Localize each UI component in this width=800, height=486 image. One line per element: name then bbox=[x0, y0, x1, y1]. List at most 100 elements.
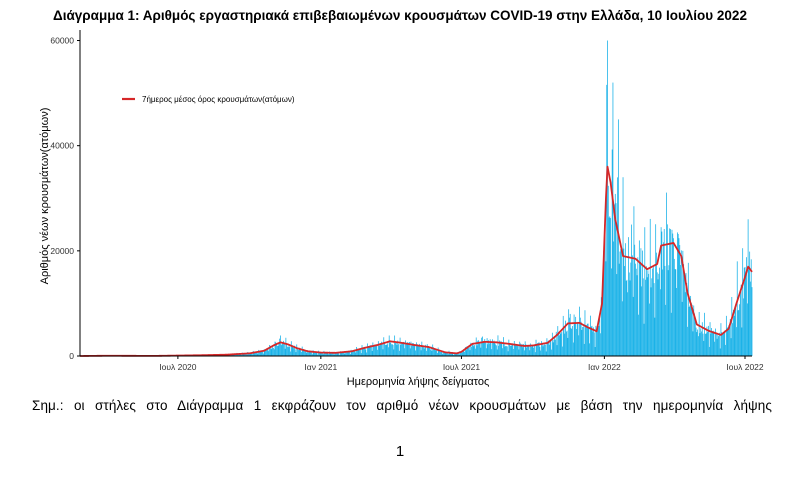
daily-cases-bar bbox=[677, 232, 678, 356]
daily-cases-bar bbox=[510, 345, 511, 356]
daily-cases-bar bbox=[364, 346, 366, 356]
daily-cases-bar bbox=[715, 333, 717, 356]
daily-cases-bar bbox=[711, 327, 712, 356]
daily-cases-bar bbox=[610, 218, 611, 356]
daily-cases-bar bbox=[621, 301, 623, 356]
daily-cases-bar bbox=[322, 354, 324, 356]
daily-cases-bar bbox=[666, 224, 668, 356]
daily-cases-bar bbox=[593, 332, 595, 356]
daily-cases-bar bbox=[574, 323, 576, 356]
daily-cases-bar bbox=[621, 250, 622, 356]
daily-cases-bar bbox=[543, 344, 545, 356]
daily-cases-bar bbox=[243, 353, 245, 356]
daily-cases-bar bbox=[487, 344, 489, 356]
daily-cases-bar bbox=[335, 352, 336, 356]
daily-cases-bar bbox=[291, 345, 293, 356]
daily-cases-bar bbox=[631, 255, 633, 356]
daily-cases-bar bbox=[598, 325, 600, 356]
daily-cases-bar bbox=[333, 354, 335, 356]
daily-cases-bar bbox=[473, 346, 475, 356]
daily-cases-bar bbox=[619, 251, 621, 356]
daily-cases-bar bbox=[505, 345, 507, 356]
daily-cases-bar bbox=[232, 354, 234, 356]
daily-cases-bar bbox=[558, 331, 559, 356]
y-tick-label: 20000 bbox=[50, 246, 74, 256]
daily-cases-bar bbox=[311, 350, 312, 356]
daily-cases-bar bbox=[294, 349, 296, 356]
daily-cases-bar bbox=[360, 353, 362, 356]
daily-cases-bar bbox=[660, 227, 662, 356]
daily-cases-bar bbox=[363, 347, 365, 356]
daily-cases-bar bbox=[459, 351, 461, 356]
daily-cases-bar bbox=[322, 352, 323, 356]
daily-cases-bar bbox=[734, 309, 736, 356]
daily-cases-bar bbox=[470, 342, 472, 356]
daily-cases-bar bbox=[575, 316, 577, 356]
daily-cases-bar bbox=[512, 343, 514, 356]
daily-cases-bar bbox=[409, 348, 411, 356]
daily-cases-bar bbox=[746, 257, 747, 356]
x-ticks: Ιουλ 2020 Ιαν 2021 Ιουλ 2021 Ιαν 2022 Ιουλ 2… bbox=[159, 356, 764, 372]
daily-cases-bar bbox=[664, 265, 666, 356]
daily-cases-bar bbox=[406, 342, 408, 356]
page-number: 1 bbox=[395, 443, 405, 460]
daily-cases-bar bbox=[403, 341, 405, 356]
daily-cases-bar bbox=[398, 350, 400, 356]
x-tick-label: Ιαν 2022 bbox=[588, 362, 621, 372]
daily-cases-bar bbox=[657, 279, 659, 356]
daily-cases-bar bbox=[311, 354, 313, 356]
daily-cases-bar bbox=[546, 338, 548, 356]
daily-cases-bar bbox=[508, 339, 510, 356]
daily-cases-bar bbox=[383, 337, 385, 356]
daily-cases-bar bbox=[615, 203, 617, 356]
daily-cases-bar bbox=[643, 323, 645, 356]
daily-cases-bar bbox=[542, 346, 544, 356]
daily-cases-bar bbox=[366, 352, 368, 356]
daily-cases-bar bbox=[633, 206, 635, 356]
daily-cases-bar bbox=[412, 343, 414, 356]
daily-cases-bar bbox=[258, 349, 260, 356]
daily-cases-bar bbox=[736, 261, 738, 356]
y-ticks: 0 20000 40000 60000 bbox=[50, 36, 80, 361]
daily-cases-bar bbox=[328, 351, 330, 356]
daily-cases-bar bbox=[665, 304, 667, 356]
daily-cases-bar bbox=[642, 278, 644, 356]
daily-cases-bar bbox=[320, 352, 322, 356]
daily-cases-bar bbox=[606, 84, 608, 357]
daily-cases-bar bbox=[422, 345, 424, 356]
daily-cases-bar bbox=[727, 327, 729, 356]
daily-cases-bar bbox=[572, 342, 574, 356]
daily-cases-bar bbox=[514, 344, 516, 356]
daily-cases-bar bbox=[557, 326, 559, 356]
daily-cases-bar bbox=[374, 344, 375, 356]
daily-cases-bar bbox=[523, 344, 524, 356]
daily-cases-bar bbox=[726, 328, 728, 356]
daily-cases-bar bbox=[447, 352, 448, 356]
daily-cases-bar bbox=[751, 287, 753, 356]
daily-cases-bar bbox=[443, 350, 444, 356]
daily-cases-bar bbox=[370, 345, 371, 356]
daily-cases-bar bbox=[571, 328, 573, 356]
daily-cases-bar bbox=[642, 250, 643, 356]
daily-cases-bar bbox=[241, 354, 242, 356]
daily-cases-bar bbox=[342, 351, 343, 356]
daily-cases-bar bbox=[681, 301, 683, 356]
daily-cases-bar bbox=[536, 344, 538, 356]
daily-cases-bar bbox=[377, 341, 379, 356]
daily-cases-bar bbox=[517, 345, 519, 356]
daily-cases-bar bbox=[749, 251, 751, 356]
daily-cases-bar bbox=[684, 292, 686, 356]
daily-cases-bar bbox=[283, 343, 285, 356]
daily-cases-bar bbox=[492, 339, 493, 356]
daily-cases-bar bbox=[645, 266, 647, 356]
daily-cases-bar bbox=[244, 353, 246, 356]
daily-cases-bar bbox=[410, 341, 412, 356]
daily-cases-bar bbox=[703, 340, 705, 356]
daily-cases-bar bbox=[479, 341, 481, 356]
daily-cases-bar bbox=[507, 351, 509, 356]
daily-cases-bar bbox=[538, 342, 540, 356]
daily-cases-bar bbox=[690, 295, 692, 356]
daily-cases-bar bbox=[440, 351, 441, 356]
daily-cases-bar bbox=[474, 345, 476, 356]
daily-cases-bar bbox=[693, 305, 695, 356]
